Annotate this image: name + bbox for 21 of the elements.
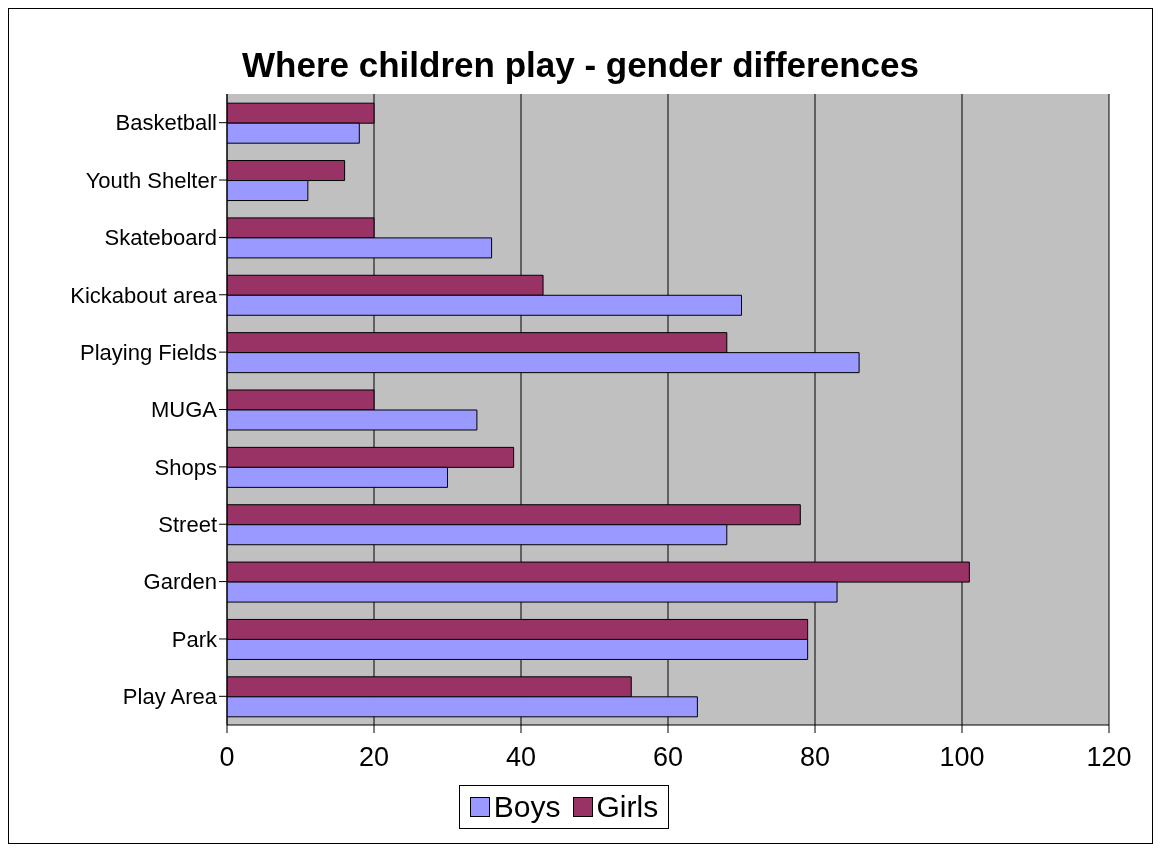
legend-label: Boys [492,790,561,824]
y-tick-label: Street [158,512,217,538]
legend-label: Girls [595,790,659,824]
x-tick-label: 60 [652,742,684,773]
y-tick-label: MUGA [151,397,218,423]
y-tick-label: Kickabout area [70,282,218,308]
chart-title: Where children play - gender differences [241,44,920,84]
y-tick-label: Playing Fields [80,339,217,365]
y-tick-label: Garden [143,569,217,595]
x-tick-label: 0 [219,742,235,773]
y-tick-label: Youth Shelter [85,167,217,193]
y-tick-label: Basketball [115,110,217,136]
x-tick-label: 120 [1086,742,1132,773]
x-tick-label: 40 [505,742,537,773]
y-tick-label: Play Area [122,684,218,710]
x-tick-label: 100 [939,742,985,773]
y-tick-label: Park [171,626,218,652]
x-tick-label: 80 [799,742,831,773]
y-tick-label: Shops [154,454,217,480]
x-tick-label: 20 [358,742,390,773]
y-tick-label: Skateboard [104,225,217,251]
